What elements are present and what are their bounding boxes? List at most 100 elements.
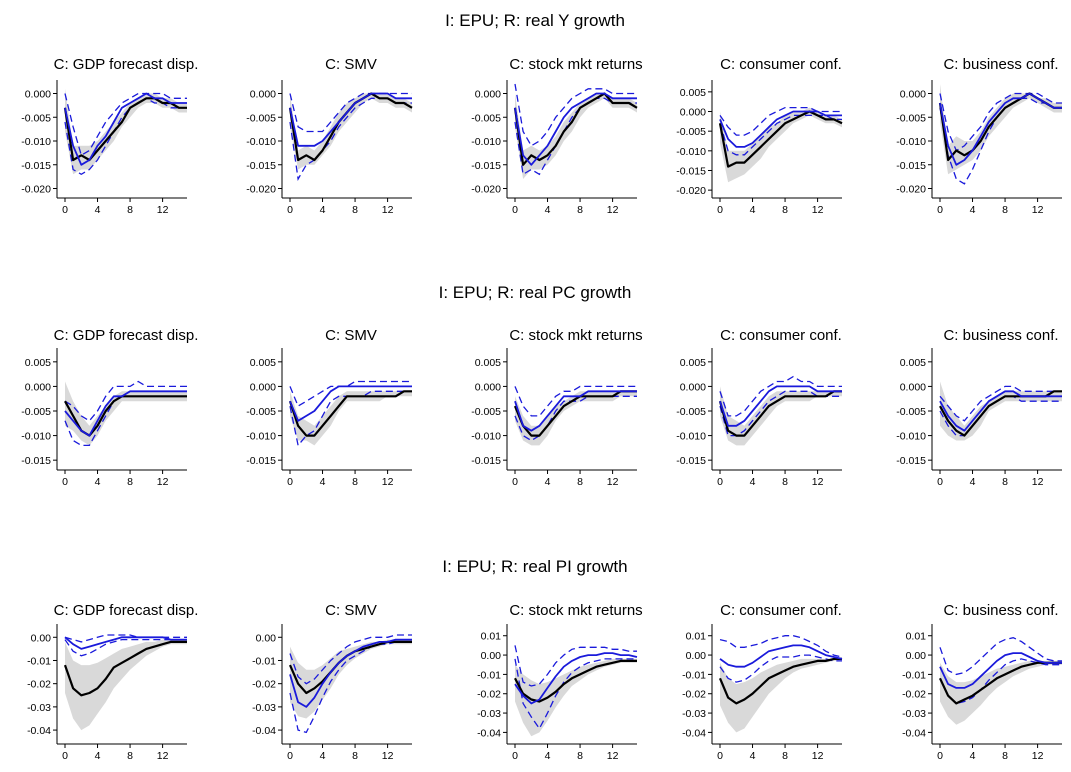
panel-title: C: business conf. bbox=[943, 602, 1058, 619]
y-tick-label: -0.04 bbox=[252, 725, 276, 737]
x-tick-label: 8 bbox=[782, 204, 788, 216]
panel-title: C: GDP forecast disp. bbox=[54, 56, 199, 73]
panel-2-1: C: SMV 0.00 -0.01 -0.02 -0.03 -0.04 0 4 8 12 bbox=[252, 602, 412, 762]
y-tick-label: 0.005 bbox=[680, 87, 706, 99]
x-tick-label: 0 bbox=[512, 476, 518, 488]
dashed-upper-band bbox=[939, 385, 1062, 422]
panel-1-1: C: SMV 0.005 0.000 -0.005 -0.010 -0.015 0 4 8 12 bbox=[246, 327, 412, 488]
x-tick-label: 8 bbox=[577, 750, 583, 762]
y-tick-label: -0.010 bbox=[471, 136, 501, 148]
y-tick-label: -0.010 bbox=[246, 431, 276, 443]
black-response-line bbox=[63, 97, 187, 162]
x-tick-label: 8 bbox=[127, 204, 133, 216]
black-response-line bbox=[63, 640, 187, 697]
panel-title: C: SMV bbox=[325, 602, 377, 619]
y-tick-label: -0.015 bbox=[246, 160, 276, 172]
y-tick-label: -0.020 bbox=[676, 185, 706, 197]
y-tick-label: -0.02 bbox=[902, 689, 926, 701]
y-tick-label: -0.020 bbox=[21, 184, 51, 196]
y-tick-label: -0.005 bbox=[676, 126, 706, 138]
y-tick-label: 0.00 bbox=[481, 650, 502, 662]
y-tick-label: 0.000 bbox=[475, 381, 501, 393]
x-tick-label: 8 bbox=[1002, 750, 1008, 762]
x-tick-label: 12 bbox=[607, 204, 619, 216]
blue-response-line bbox=[64, 390, 187, 437]
dashed-upper-band bbox=[719, 106, 842, 136]
blue-response-line bbox=[939, 390, 1062, 432]
y-tick-label: 0.000 bbox=[250, 89, 276, 101]
x-tick-label: 4 bbox=[95, 204, 101, 216]
x-tick-label: 12 bbox=[812, 750, 824, 762]
x-tick-label: 8 bbox=[127, 476, 133, 488]
x-tick-label: 4 bbox=[970, 204, 976, 216]
panel-1-3: C: consumer conf. 0.005 0.000 -0.005 -0.010 -… bbox=[676, 327, 842, 488]
y-tick-label: 0.000 bbox=[900, 89, 926, 101]
x-tick-label: 0 bbox=[512, 750, 518, 762]
blue-response-line bbox=[289, 385, 412, 422]
panel-title: C: SMV bbox=[325, 56, 377, 73]
y-tick-label: -0.04 bbox=[682, 727, 706, 739]
y-tick-label: -0.01 bbox=[252, 655, 276, 667]
y-tick-label: -0.02 bbox=[477, 689, 501, 701]
y-tick-label: 0.000 bbox=[25, 381, 51, 393]
x-tick-label: 4 bbox=[320, 476, 326, 488]
y-tick-label: -0.04 bbox=[27, 725, 51, 737]
y-tick-label: 0.01 bbox=[481, 631, 502, 643]
x-tick-label: 4 bbox=[750, 204, 756, 216]
black-response-line bbox=[939, 661, 1062, 705]
y-tick-label: -0.015 bbox=[676, 165, 706, 177]
y-tick-label: -0.02 bbox=[27, 679, 51, 691]
x-tick-label: 4 bbox=[750, 476, 756, 488]
x-tick-label: 8 bbox=[352, 476, 358, 488]
blue-response-line bbox=[514, 92, 637, 166]
row-title: I: EPU; R: real Y growth bbox=[445, 11, 625, 30]
y-tick-label: -0.010 bbox=[21, 431, 51, 443]
panel-title: C: stock mkt returns bbox=[509, 602, 642, 619]
blue-response-line bbox=[719, 110, 842, 148]
y-tick-label: -0.020 bbox=[471, 184, 501, 196]
dashed-lower-band bbox=[289, 390, 412, 447]
x-tick-label: 12 bbox=[1032, 750, 1044, 762]
x-tick-label: 8 bbox=[577, 204, 583, 216]
black-response-line bbox=[513, 390, 637, 437]
y-tick-label: -0.015 bbox=[21, 455, 51, 467]
x-tick-label: 0 bbox=[62, 750, 68, 762]
x-tick-label: 0 bbox=[937, 476, 943, 488]
dashed-upper-band bbox=[719, 375, 842, 417]
x-tick-label: 0 bbox=[717, 750, 723, 762]
panel-0-3: C: consumer conf. 0.005 0.000 -0.005 -0.010 -… bbox=[676, 56, 843, 216]
x-tick-label: 12 bbox=[812, 204, 824, 216]
y-tick-label: -0.04 bbox=[902, 727, 926, 739]
panel-0-2: C: stock mkt returns 0.000 -0.005 -0.010 -0.… bbox=[471, 56, 642, 216]
y-tick-label: -0.020 bbox=[896, 184, 926, 196]
y-tick-label: -0.005 bbox=[896, 406, 926, 418]
black-response-line bbox=[718, 390, 842, 437]
x-tick-label: 0 bbox=[287, 476, 293, 488]
dashed-upper-band bbox=[64, 380, 187, 422]
y-tick-label: -0.015 bbox=[896, 455, 926, 467]
y-tick-label: -0.02 bbox=[682, 689, 706, 701]
x-tick-label: 4 bbox=[750, 750, 756, 762]
panel-title: C: business conf. bbox=[943, 56, 1058, 73]
y-tick-label: 0.005 bbox=[250, 357, 276, 369]
y-tick-label: -0.010 bbox=[676, 146, 706, 158]
x-tick-label: 8 bbox=[782, 476, 788, 488]
black-response-line bbox=[718, 110, 843, 168]
x-tick-label: 0 bbox=[287, 750, 293, 762]
x-tick-label: 12 bbox=[607, 476, 619, 488]
y-tick-label: -0.005 bbox=[676, 406, 706, 418]
blue-response-line bbox=[64, 92, 187, 166]
blue-response-line bbox=[719, 644, 843, 668]
panel-title: C: consumer conf. bbox=[720, 56, 842, 73]
blue-response-line bbox=[719, 385, 842, 427]
dashed-lower-band bbox=[289, 641, 412, 734]
dashed-upper-band bbox=[289, 634, 412, 685]
row-title: I: EPU; R: real PC growth bbox=[439, 283, 632, 302]
y-tick-label: 0.00 bbox=[906, 650, 927, 662]
panel-title: C: business conf. bbox=[943, 327, 1058, 344]
panel-title: C: consumer conf. bbox=[720, 602, 842, 619]
panel-1-2: C: stock mkt returns 0.005 0.000 -0.005 -0.0… bbox=[471, 327, 642, 488]
dashed-lower-band bbox=[719, 114, 842, 156]
panel-2-3: C: consumer conf. 0.01 0.00 -0.01 -0.02 -0.03… bbox=[682, 602, 843, 762]
